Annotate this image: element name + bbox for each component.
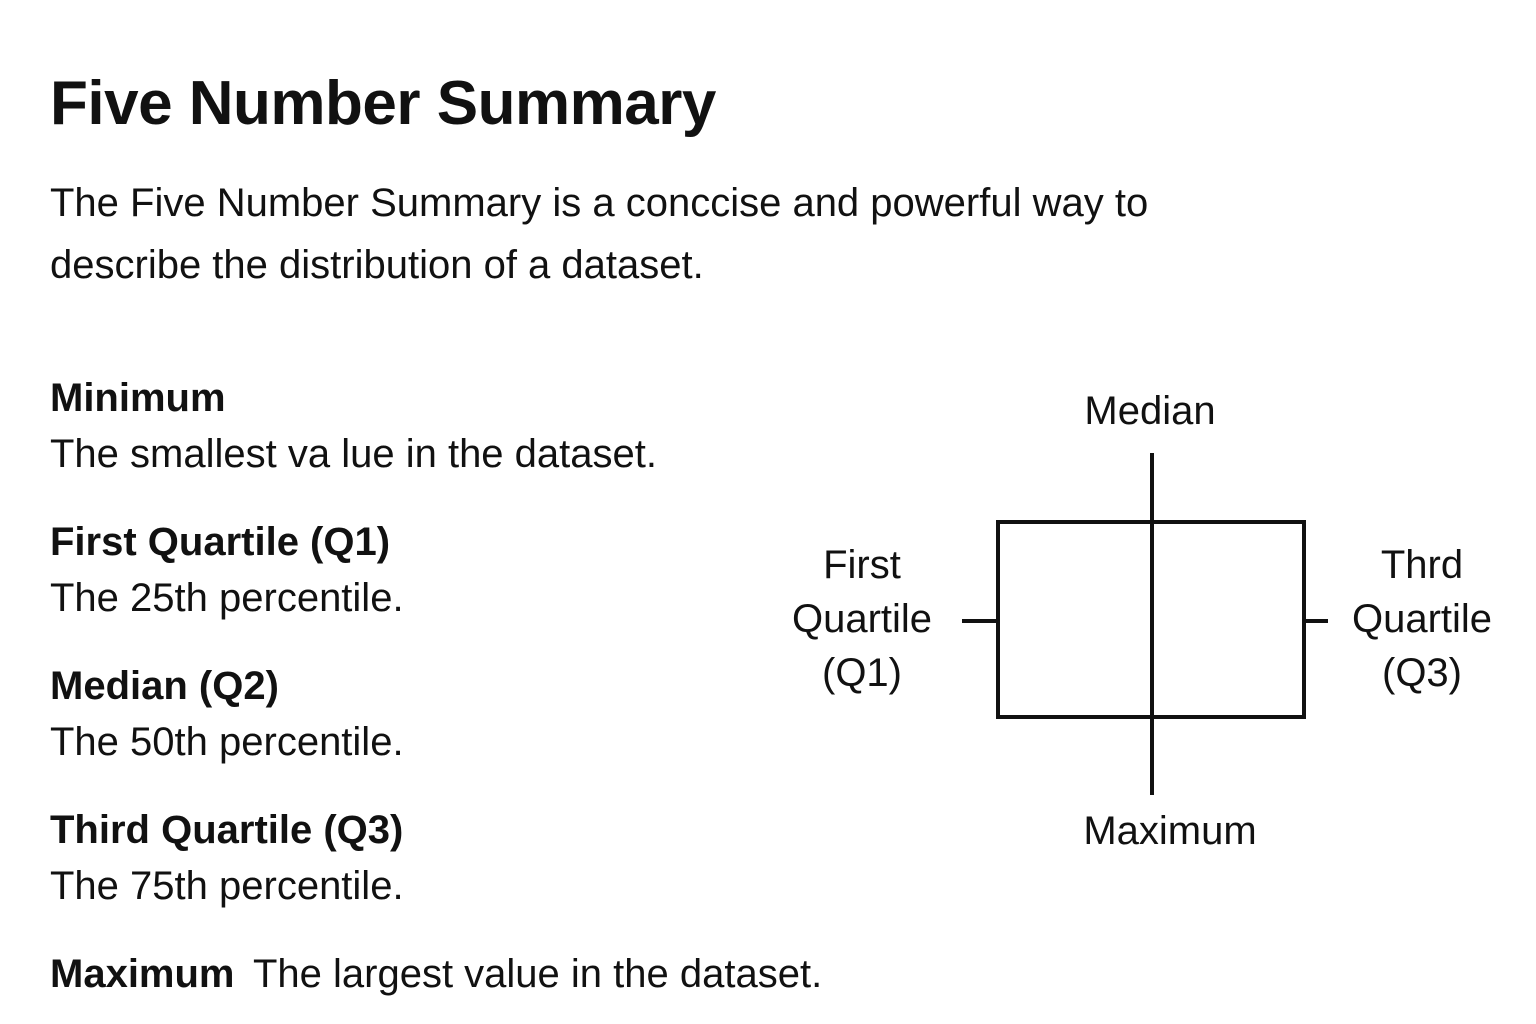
label-line: Quartile — [791, 597, 933, 641]
term-description: The smallest va lue in the dataset. — [50, 432, 657, 476]
page-title: Five Number Summary — [50, 69, 716, 138]
label-line: Quartile — [1351, 597, 1493, 641]
term-description: The 50th percentile. — [50, 720, 404, 764]
term-description: The 75th percentile. — [50, 864, 404, 908]
term-name: Minimum — [50, 376, 226, 420]
term-maximum: Maximum The largest value in the dataset… — [50, 950, 910, 998]
term-name: Third Quartile (Q3) — [50, 808, 404, 852]
term-first-quartile: First Quartile (Q1) The 25th percentile. — [50, 518, 910, 622]
box — [996, 520, 1306, 719]
term-description: The largest value in the dataset. — [252, 952, 823, 996]
diagram-label-third-quartile: Thrd Quartile (Q3) — [1322, 538, 1522, 700]
intro-paragraph: The Five Number Summary is a conccise an… — [50, 181, 1149, 287]
term-median: Median (Q2) The 50th percentile. — [50, 662, 910, 766]
term-name: First Quartile (Q1) — [50, 520, 391, 564]
diagram-label-maximum: Maximum — [1083, 809, 1257, 853]
diagram-label-first-quartile: First Quartile (Q1) — [762, 538, 962, 700]
diagram-label-median: Median — [1084, 389, 1216, 433]
term-name: Median (Q2) — [50, 664, 279, 708]
label-line: (Q3) — [1382, 651, 1462, 695]
label-line: (Q1) — [822, 651, 902, 695]
term-description: The 25th percentile. — [50, 576, 404, 620]
label-line: Thrd — [1380, 543, 1464, 587]
term-name: Maximum — [50, 952, 235, 996]
label-line: First — [823, 543, 901, 587]
term-minimum: Minimum The smallest va lue in the datas… — [50, 374, 910, 478]
term-third-quartile: Third Quartile (Q3) The 75th percentile. — [50, 806, 910, 910]
